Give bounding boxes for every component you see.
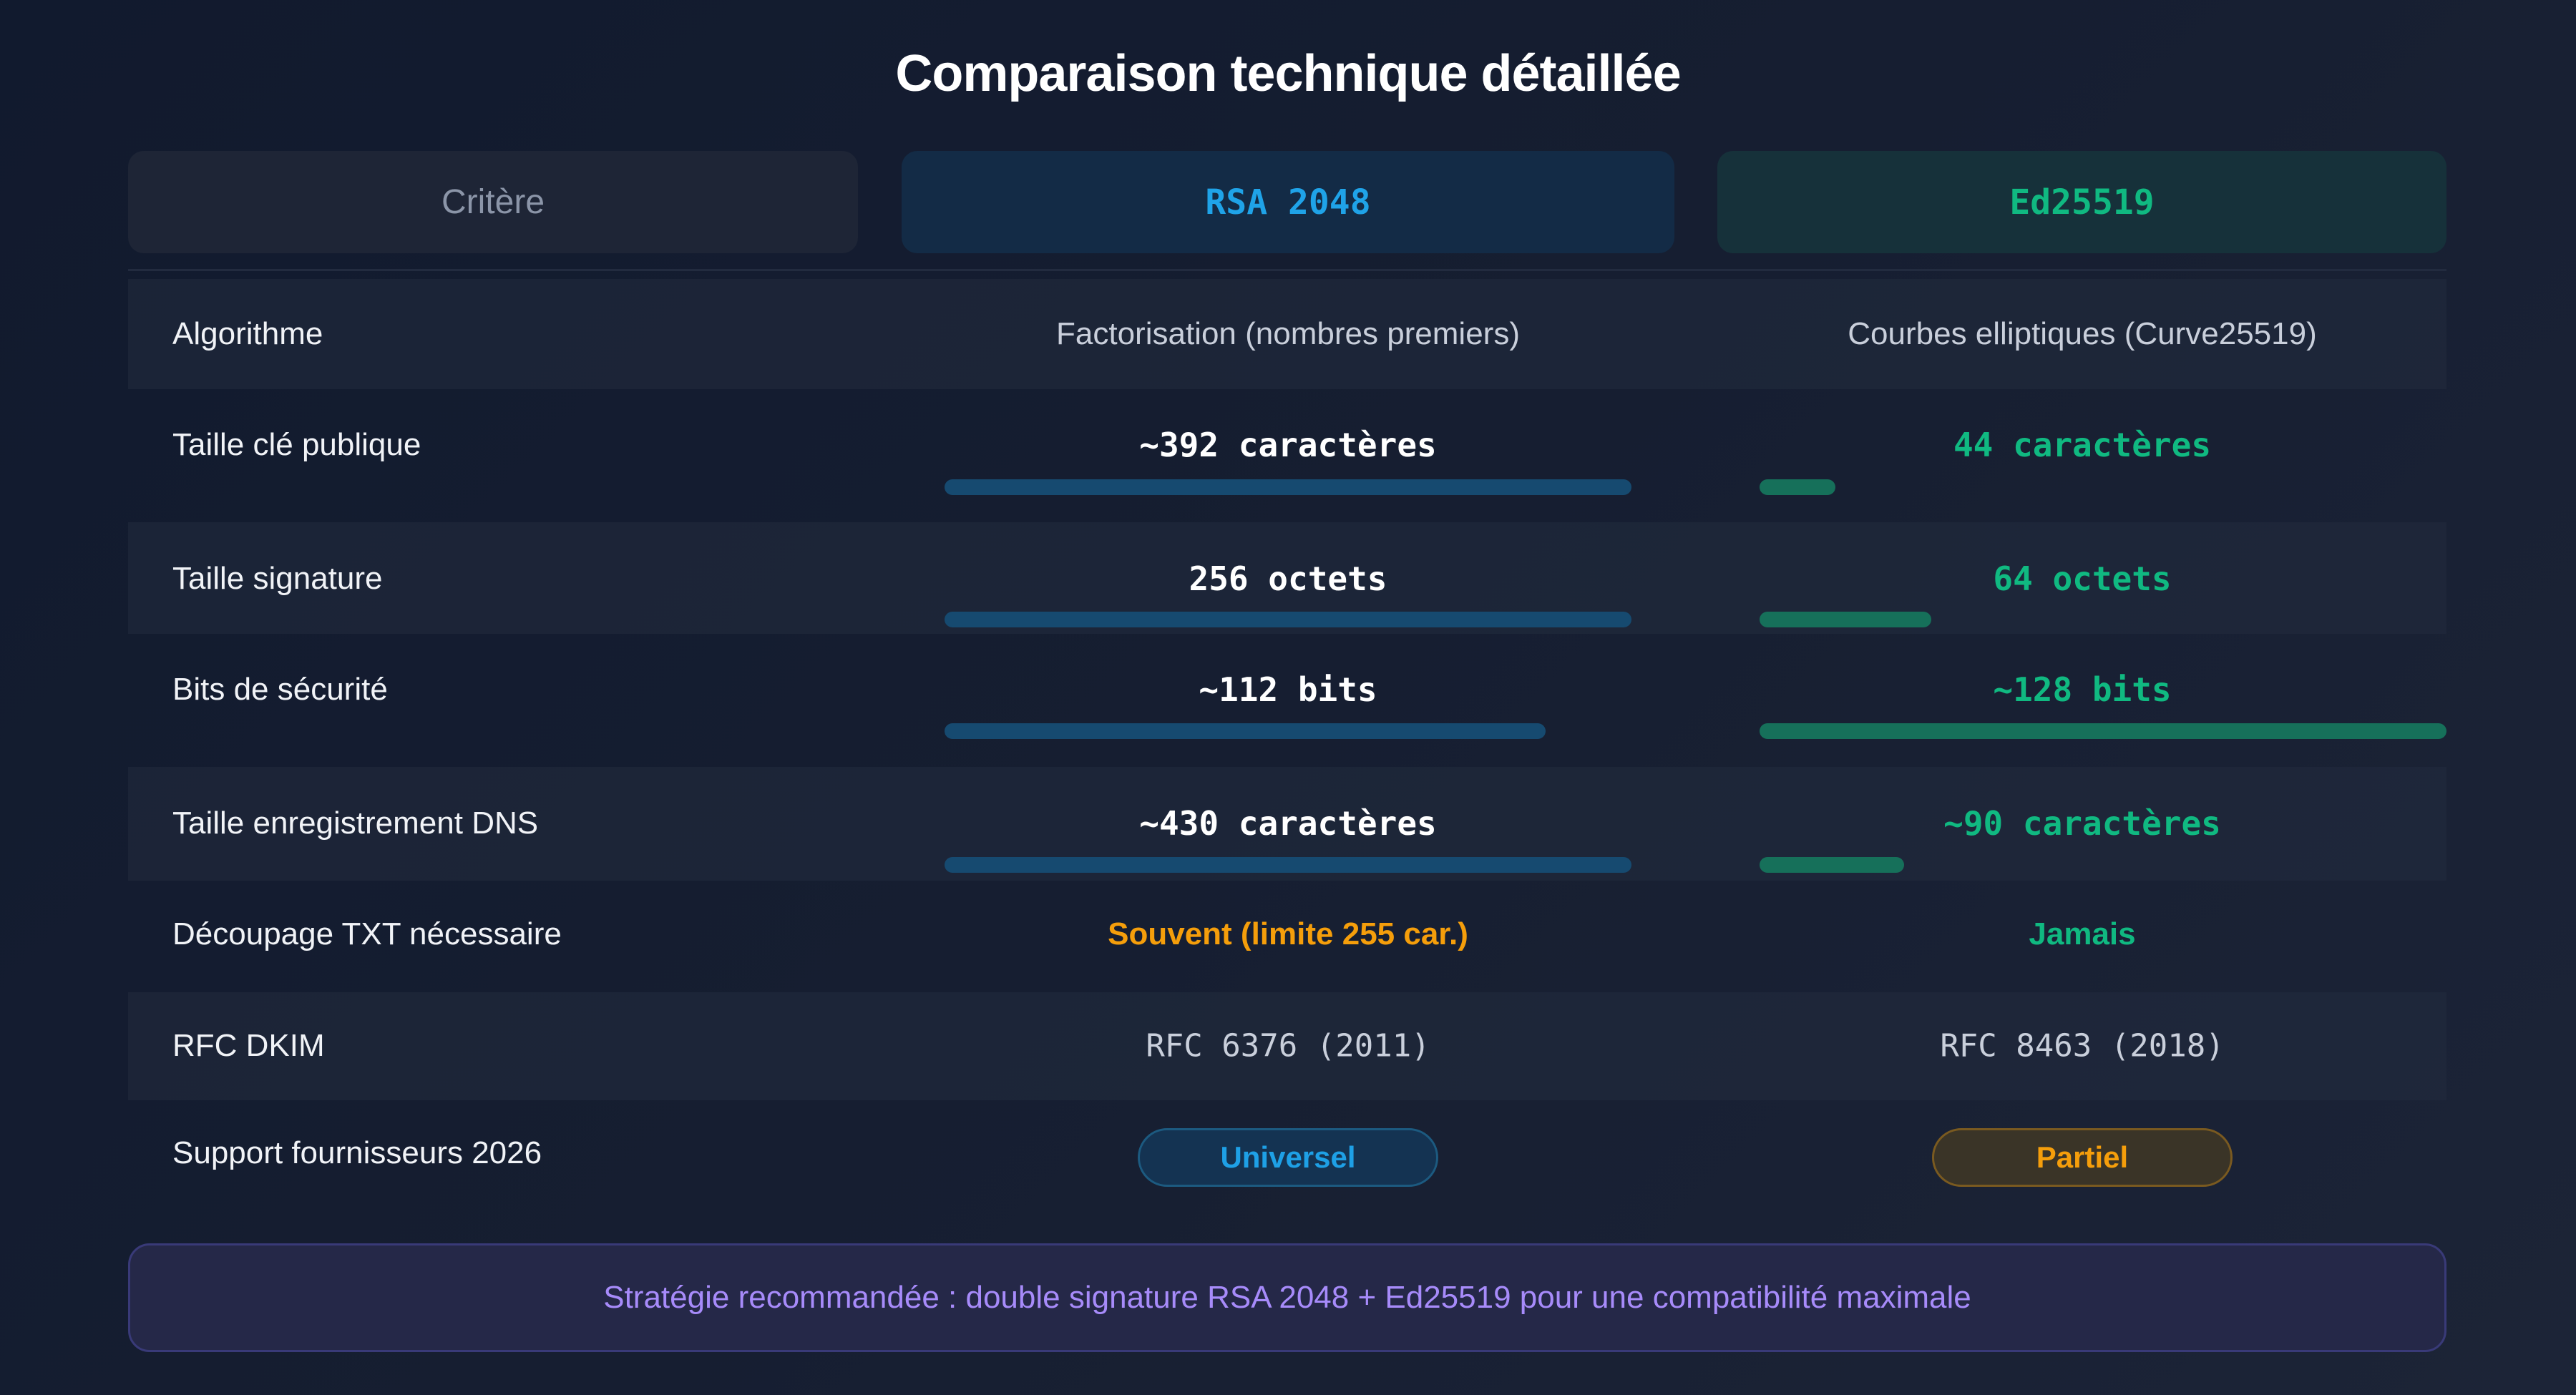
table-row-provider-support: Support fournisseurs 2026 Universel Part…	[128, 1100, 2446, 1216]
table-row-signature-size: Taille signature 256 octets 64 octets	[128, 522, 2446, 634]
rsa-bar	[945, 857, 1631, 873]
row-label: RFC DKIM	[172, 1028, 325, 1063]
recommendation-note: Stratégie recommandée : double signature…	[128, 1243, 2446, 1352]
ed-value: RFC 8463 (2018)	[1940, 1027, 2225, 1064]
row-label: Bits de sécurité	[172, 672, 388, 707]
row-label: Support fournisseurs 2026	[172, 1135, 542, 1170]
row-label: Taille signature	[172, 561, 383, 596]
ed-bar	[1760, 479, 1835, 495]
rsa-value: RFC 6376 (2011)	[1146, 1027, 1430, 1064]
rsa-bar	[945, 723, 1546, 739]
rsa-value: Souvent (limite 255 car.)	[1108, 916, 1468, 951]
ed-value: 64 octets	[1993, 559, 2172, 598]
table-row-public-key-size: Taille clé publique ~392 caractères 44 c…	[128, 389, 2446, 522]
ed-bar	[1760, 612, 1931, 627]
row-label: Taille enregistrement DNS	[172, 806, 539, 841]
page-title: Comparaison technique détaillée	[895, 45, 1681, 102]
row-label: Taille clé publique	[172, 427, 421, 462]
ed-value: 44 caractères	[1953, 426, 2212, 464]
table-row-security-bits: Bits de sécurité ~112 bits ~128 bits	[128, 634, 2446, 767]
header-rsa-2048: RSA 2048	[902, 151, 1674, 253]
table-row-algorithm: Algorithme Factorisation (nombres premie…	[128, 279, 2446, 389]
table-row-txt-splitting: Découpage TXT nécessaire Souvent (limite…	[128, 881, 2446, 992]
ed-value: Jamais	[2029, 916, 2136, 951]
ed-value: ~128 bits	[1993, 670, 2172, 709]
header-criterion: Critère	[128, 151, 858, 253]
ed-value: Courbes elliptiques (Curve25519)	[1848, 316, 2317, 351]
ed-bar	[1760, 857, 1904, 873]
rsa-value: 256 octets	[1189, 559, 1387, 598]
table-row-rfc-dkim: RFC DKIM RFC 6376 (2011) RFC 8463 (2018)	[128, 992, 2446, 1100]
header-ed25519: Ed25519	[1717, 151, 2446, 253]
ed-bar	[1760, 723, 2446, 739]
rsa-value: ~392 caractères	[1139, 426, 1437, 464]
row-label: Algorithme	[172, 316, 323, 351]
status-badge-partial: Partiel	[1932, 1128, 2233, 1187]
rsa-bar	[945, 612, 1631, 627]
rsa-value: ~112 bits	[1199, 670, 1377, 709]
row-label: Découpage TXT nécessaire	[172, 916, 562, 951]
rsa-value: ~430 caractères	[1139, 804, 1437, 843]
header-divider	[128, 269, 2446, 271]
rsa-value: Factorisation (nombres premiers)	[1056, 316, 1520, 351]
table-row-dns-record-size: Taille enregistrement DNS ~430 caractère…	[128, 767, 2446, 881]
rsa-bar	[945, 479, 1631, 495]
ed-value: ~90 caractères	[1943, 804, 2221, 843]
status-badge-universal: Universel	[1138, 1128, 1438, 1187]
